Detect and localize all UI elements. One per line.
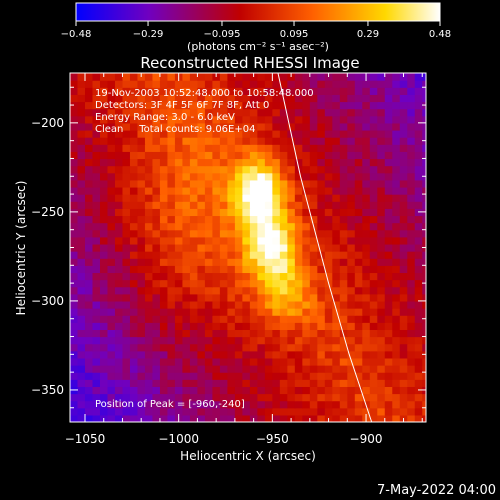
solar-limb-line: [277, 73, 373, 422]
chart-title: Reconstructed RHESSI Image: [140, 54, 359, 72]
colorbar-ticks: −0.48 −0.29 −0.095 0.095 0.29 0.48: [61, 21, 451, 40]
colorbar-tick-label: −0.095: [203, 29, 240, 40]
peak-position-label: Position of Peak = [-960,-240]: [95, 399, 245, 410]
x-tick-label: −900: [350, 432, 383, 446]
x-axis-label: Heliocentric X (arcsec): [180, 449, 316, 463]
colorbar-tick-label: 0.48: [429, 29, 451, 40]
y-axis-label: Heliocentric Y (arcsec): [14, 181, 28, 316]
x-tick-label: −1000: [158, 432, 199, 446]
colorbar: [75, 2, 441, 22]
colorbar-unit-label: (photons cm⁻² s⁻¹ asec⁻²): [187, 40, 329, 53]
heatmap-pixels: [70, 73, 426, 422]
annotation-detectors: Detectors: 3F 4F 5F 6F 7F 8F, Att 0: [95, 100, 269, 111]
colorbar-tick-label: −0.29: [133, 29, 164, 40]
colorbar-tick-label: 0.095: [280, 29, 309, 40]
annotation-time-range: 19-Nov-2003 10:52:48.000 to 10:58:48.000: [95, 88, 314, 99]
y-tick-labels: −350 −300 −250 −200: [31, 116, 64, 397]
x-tick-label: −950: [256, 432, 289, 446]
x-tick-label: −1050: [65, 432, 106, 446]
annotation-clean-counts: Clean Total counts: 9.06E+04: [95, 124, 255, 135]
plot-date-label: 7-May-2022 04:00: [377, 483, 496, 498]
y-tick-label: −250: [31, 205, 64, 219]
annotation-energy-range: Energy Range: 3.0 - 6.0 keV: [95, 112, 235, 123]
y-tick-label: −300: [31, 294, 64, 308]
colorbar-tick-label: 0.29: [357, 29, 379, 40]
y-tick-label: −200: [31, 116, 64, 130]
colorbar-tick-label: −0.48: [61, 29, 92, 40]
axis-ticks: [70, 73, 426, 422]
y-tick-label: −350: [31, 383, 64, 397]
x-tick-labels: −1050 −1000 −950 −900: [65, 432, 383, 446]
